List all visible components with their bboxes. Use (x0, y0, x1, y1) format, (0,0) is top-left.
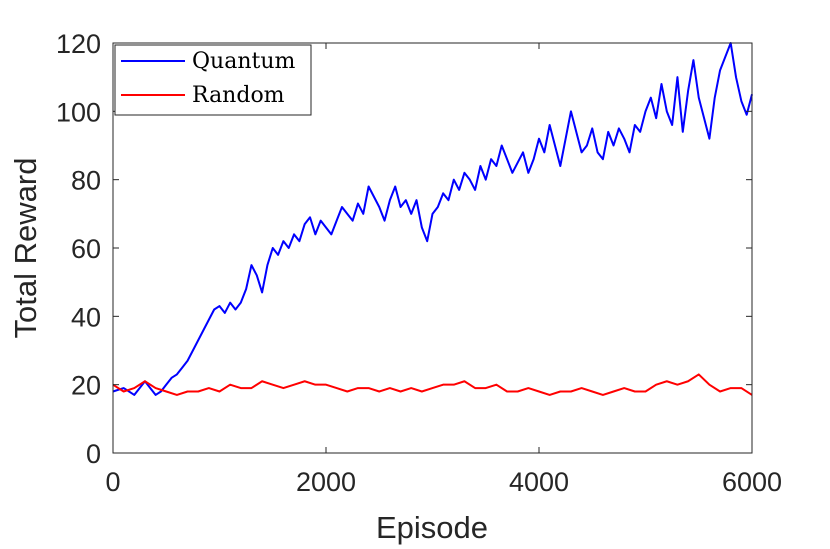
y-tick-label: 80 (71, 166, 101, 196)
legend-box (114, 44, 312, 116)
x-tick-label: 0 (105, 467, 120, 497)
x-tick-label: 2000 (296, 467, 356, 497)
legend-label-random: Random (192, 83, 285, 108)
y-tick-label: 40 (71, 302, 101, 332)
legend: Quantum Random (114, 44, 312, 116)
series-line-random (112, 373, 753, 396)
x-tick-label: 4000 (509, 467, 569, 497)
series-layer (112, 42, 753, 396)
y-tick-label: 120 (56, 29, 101, 59)
y-axis-label: Total Reward (8, 158, 43, 339)
y-tick-label: 60 (71, 234, 101, 264)
legend-label-quantum: Quantum (192, 49, 296, 74)
y-tick-label: 100 (56, 97, 101, 127)
axis-layer: 0 2000 4000 6000 0 20 40 60 80 100 120 (56, 29, 782, 497)
series-line-quantum (112, 42, 753, 396)
plot-frame (112, 42, 753, 454)
y-tick-label: 0 (86, 439, 101, 469)
x-tick-label: 6000 (722, 467, 782, 497)
y-tick-label: 20 (71, 371, 101, 401)
x-axis-label: Episode (376, 510, 488, 545)
